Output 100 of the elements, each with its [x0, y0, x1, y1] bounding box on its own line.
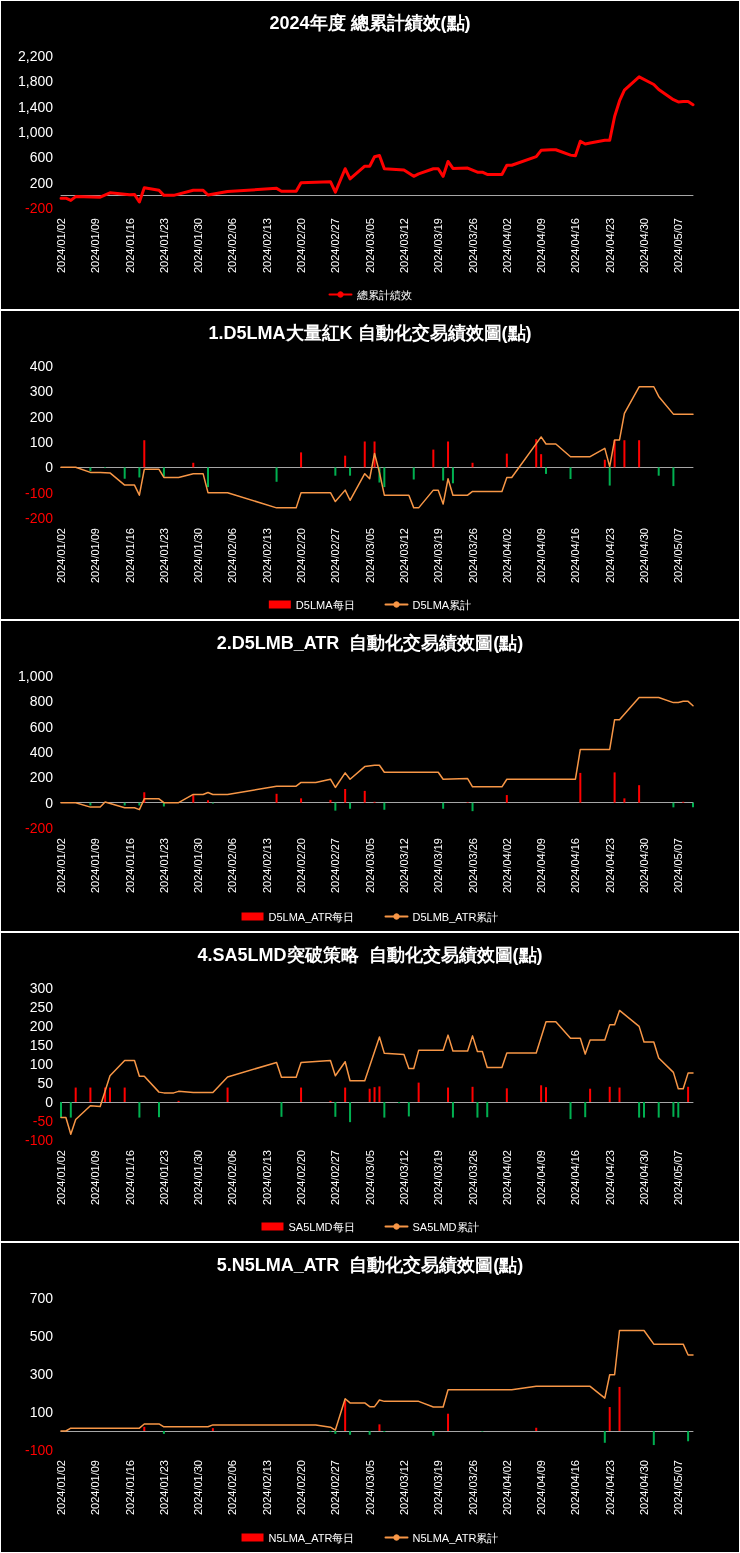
y-tick-label: -100 [24, 1442, 54, 1458]
bar [486, 1102, 489, 1118]
x-tick-label: 2024/03/05 [363, 1460, 376, 1516]
x-tick-label: 2024/01/23 [157, 1460, 170, 1516]
x-tick-label: 2024/04/23 [603, 838, 616, 894]
y-tick-label: 500 [29, 1328, 54, 1344]
line-series [60, 1009, 694, 1136]
bar [471, 1086, 474, 1102]
bar [363, 790, 366, 803]
x-tick-label: 2024/02/06 [226, 218, 239, 274]
x-tick-label: 2024/03/26 [466, 1460, 479, 1516]
bar [192, 795, 195, 803]
x-tick-label: 2024/02/27 [329, 218, 342, 274]
bar [608, 467, 611, 486]
chart-title: 2.D5LMB_ATR 自動化交易績效圖(點) [216, 633, 524, 653]
y-tick-label: 400 [29, 358, 54, 374]
bar [206, 467, 209, 488]
x-tick-label: 2024/02/20 [295, 218, 308, 274]
bar [613, 772, 616, 803]
x-tick-label: 2024/04/02 [500, 1460, 513, 1516]
x-tick-label: 2024/02/20 [295, 1150, 308, 1206]
y-tick-label: 300 [29, 980, 54, 996]
bar [589, 1088, 592, 1102]
bar [638, 1102, 641, 1118]
x-tick-label: 2024/03/19 [432, 838, 445, 894]
x-tick-label: 2024/01/30 [192, 528, 205, 584]
x-tick-label: 2024/03/19 [432, 1150, 445, 1206]
legend-label: N5LMA_ATR每日 [268, 1531, 355, 1544]
x-tick-label: 2024/03/12 [397, 1460, 410, 1516]
legend-label: D5LMA_ATR每日 [268, 910, 355, 923]
bar [344, 455, 347, 468]
bar [471, 802, 474, 812]
y-tick-label: 200 [29, 769, 54, 786]
chart-title: 4.SA5LMD突破策略 自動化交易績效圖(點) [197, 945, 543, 965]
bar [89, 1087, 92, 1102]
bar [643, 1102, 646, 1118]
bar [162, 1431, 165, 1434]
y-tick-label: 1,400 [17, 98, 54, 115]
bar [344, 788, 347, 803]
bar [407, 1102, 410, 1117]
y-tick-label: 100 [29, 434, 54, 450]
x-tick-label: 2024/03/19 [432, 1460, 445, 1516]
bar [226, 1087, 229, 1102]
bar [476, 1102, 479, 1118]
bar [344, 1400, 347, 1431]
x-tick-label: 2024/03/26 [466, 1150, 479, 1206]
x-tick-label: 2024/04/30 [638, 218, 651, 274]
legend-label: 總累計績效 [355, 288, 412, 301]
y-tick-label: 2,200 [17, 48, 54, 64]
y-tick-label: 300 [29, 383, 54, 400]
y-tick-label: 100 [29, 1404, 54, 1420]
bar [432, 449, 435, 468]
y-tick-label: 250 [29, 999, 54, 1015]
x-tick-label: 2024/04/30 [638, 528, 651, 584]
y-tick-label: -200 [24, 200, 54, 216]
x-tick-label: 2024/01/16 [123, 1460, 136, 1516]
bar [545, 1087, 548, 1102]
bar [275, 467, 278, 482]
bar [275, 793, 278, 803]
bar [687, 1086, 690, 1102]
x-tick-label: 2024/05/07 [672, 528, 685, 584]
bar [143, 440, 146, 468]
x-tick-label: 2024/01/30 [192, 838, 205, 894]
y-tick-label: -200 [24, 510, 54, 526]
bar [652, 1431, 655, 1446]
x-tick-label: 2024/01/02 [55, 1460, 67, 1516]
x-tick-label: 2024/02/27 [329, 1150, 342, 1206]
bar [672, 467, 675, 487]
x-tick-label: 2024/03/12 [397, 528, 410, 584]
x-tick-label: 2024/01/02 [55, 528, 67, 584]
bar [334, 802, 337, 811]
x-tick-label: 2024/03/19 [432, 528, 445, 584]
bar [432, 1431, 435, 1436]
line-series [60, 1329, 694, 1432]
bar [329, 799, 332, 803]
y-tick-label: 50 [37, 1075, 54, 1091]
x-tick-label: 2024/01/16 [123, 218, 136, 274]
bar [505, 453, 508, 468]
bar [677, 1102, 680, 1118]
bar [280, 1102, 283, 1117]
bar [608, 1086, 611, 1102]
bar [657, 1102, 660, 1118]
x-tick-label: 2024/01/09 [89, 1150, 102, 1206]
y-tick-label: 100 [29, 1056, 54, 1072]
x-tick-label: 2024/01/09 [89, 218, 102, 274]
x-tick-label: 2024/05/07 [672, 838, 685, 894]
bar [451, 1102, 454, 1118]
bar [143, 1426, 146, 1431]
legend-label: D5LMA每日 [295, 598, 355, 611]
bar [535, 1427, 538, 1431]
x-tick-label: 2024/04/09 [535, 218, 548, 274]
y-tick-label: 0 [45, 1094, 54, 1110]
x-tick-label: 2024/04/09 [535, 528, 548, 584]
x-tick-label: 2024/02/27 [329, 838, 342, 894]
x-tick-label: 2024/02/06 [226, 1460, 239, 1516]
chart-title: 5.N5LMA_ATR 自動化交易績效圖(點) [216, 1255, 524, 1275]
x-tick-label: 2024/01/23 [157, 218, 170, 274]
bar [442, 802, 445, 809]
bar [138, 1102, 141, 1118]
x-tick-label: 2024/04/02 [500, 838, 513, 894]
